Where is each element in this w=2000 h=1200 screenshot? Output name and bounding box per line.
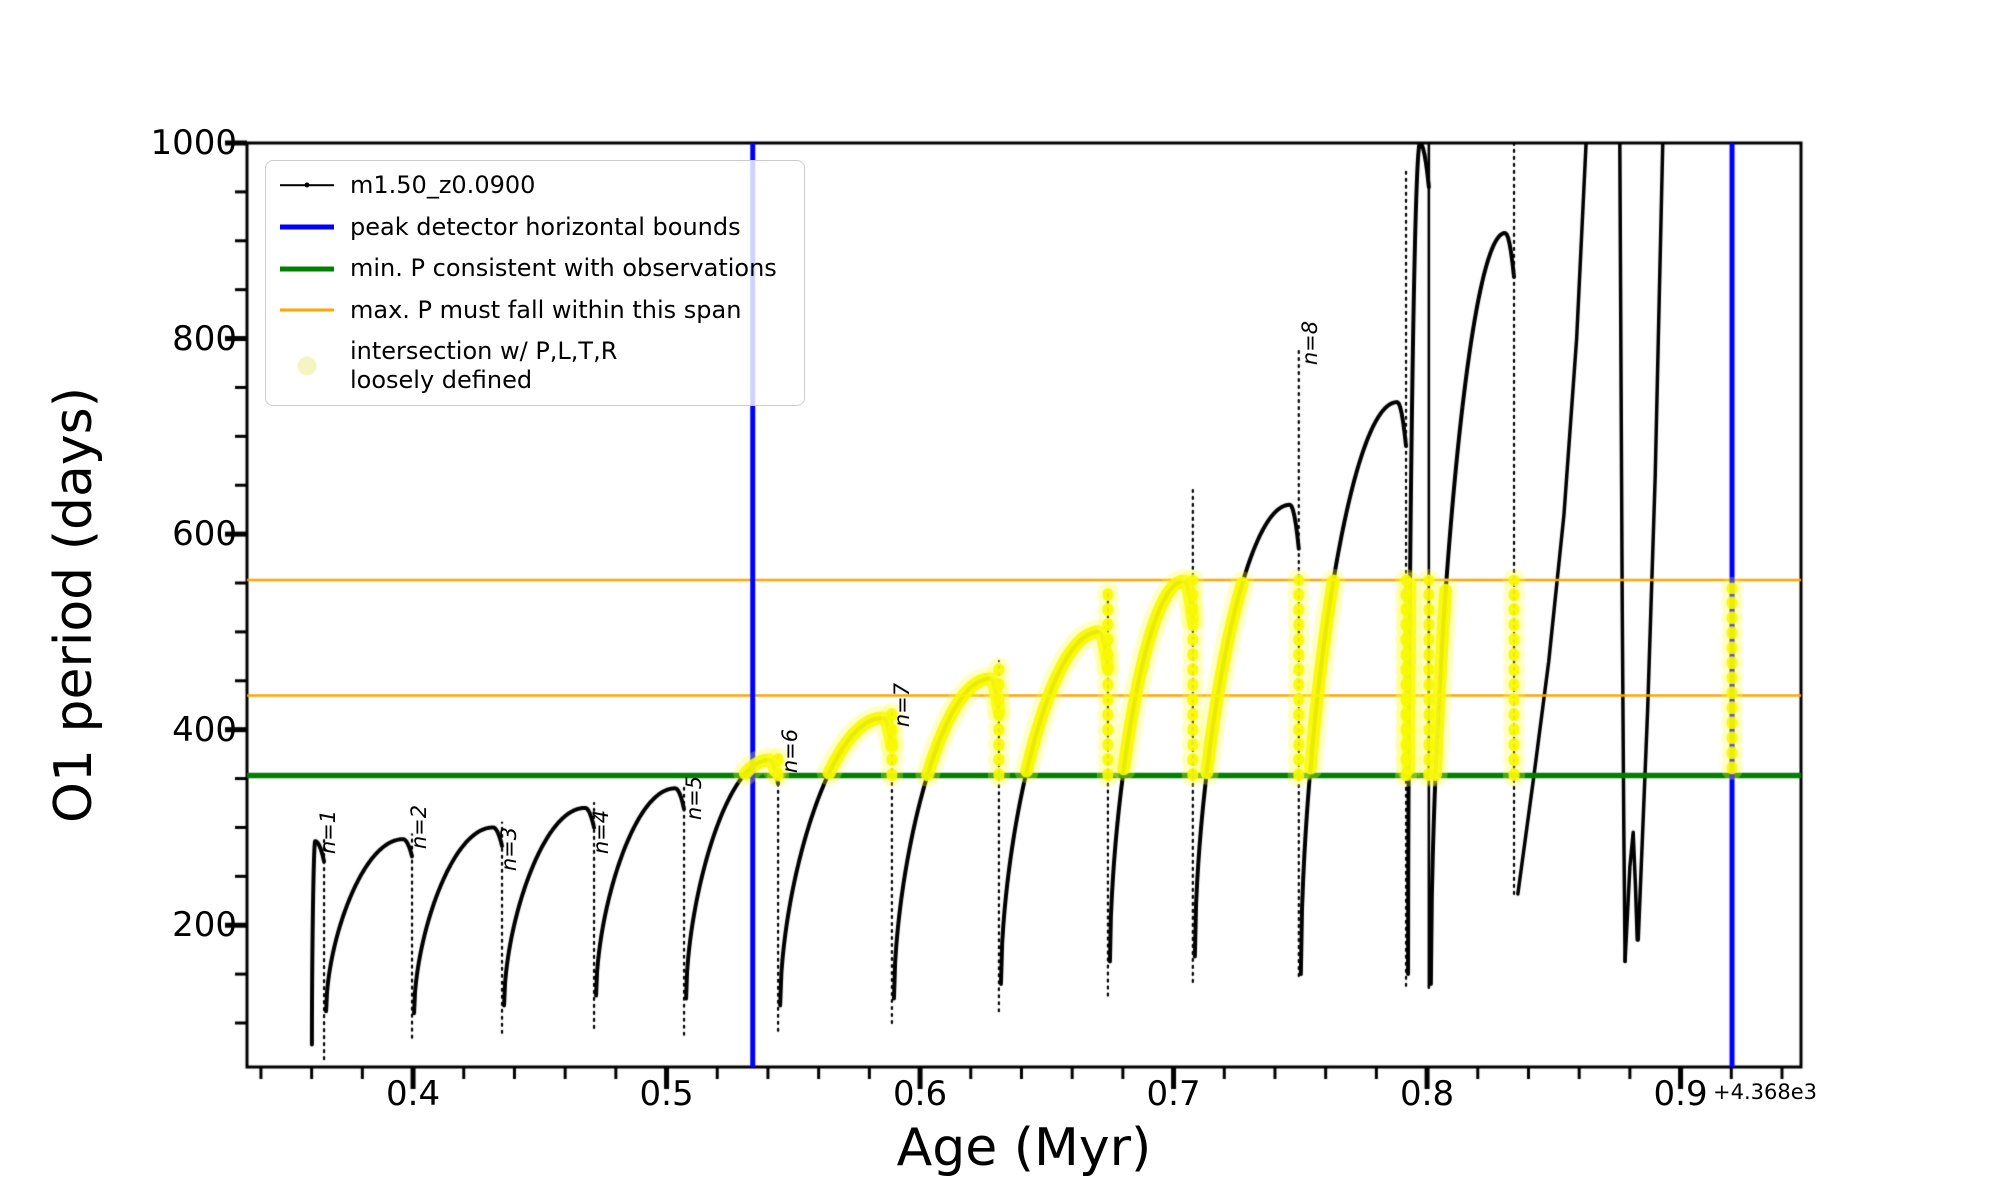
x-tick-label: 0.4 [386, 1074, 441, 1114]
cycle-label-n4: n=4 [588, 810, 613, 855]
legend-entry: max. P must fall within this span [280, 296, 790, 325]
cycle-label-n2: n=2 [406, 805, 431, 850]
x-tick-label: 0.6 [893, 1074, 948, 1114]
legend-entry: peak detector horizontal bounds [280, 213, 790, 242]
legend-entry: intersection w/ P,L,T,R loosely defined [280, 337, 790, 395]
legend-entry-label: min. P consistent with observations [350, 254, 777, 283]
legend-entry-label: max. P must fall within this span [350, 295, 742, 324]
legend-line-swatch [280, 172, 334, 198]
y-tick-label: 800 [172, 318, 237, 359]
legend-entry: min. P consistent with observations [280, 254, 790, 283]
x-axis-offset-text: +4.368e3 [1713, 1080, 1817, 1104]
cycle-label-n5: n=5 [681, 775, 706, 821]
x-tick-label: 0.9 [1653, 1074, 1708, 1114]
legend-entry-label: intersection w/ P,L,T,R loosely defined [350, 337, 618, 395]
legend-line-swatch [280, 256, 334, 282]
legend-line-swatch [280, 214, 334, 240]
x-tick-label: 0.5 [639, 1074, 694, 1114]
cycle-label-n8: n=8 [1298, 321, 1323, 366]
y-tick-label: 1000 [150, 123, 237, 163]
x-tick-label: 0.8 [1400, 1074, 1455, 1114]
y-tick-label: 400 [172, 709, 237, 750]
y-tick-label: 200 [172, 905, 237, 946]
cycle-label-n7: n=7 [889, 683, 914, 728]
y-axis-label: O1 period (days) [44, 386, 104, 824]
legend-line-swatch [280, 297, 334, 323]
x-axis-label: Age (Myr) [896, 1118, 1152, 1178]
legend-marker-swatch [280, 353, 334, 379]
y-tick-label: 600 [172, 514, 237, 555]
cycle-label-n3: n=3 [496, 826, 521, 872]
legend-entry-label: peak detector horizontal bounds [350, 212, 741, 241]
legend-entry-label: m1.50_z0.0900 [350, 171, 536, 199]
cycle-label-n6: n=6 [778, 729, 802, 774]
x-tick-label: 0.7 [1146, 1074, 1201, 1114]
legend-entry: m1.50_z0.0900 [280, 171, 790, 200]
cycle-label-n1: n=1 [316, 810, 341, 855]
